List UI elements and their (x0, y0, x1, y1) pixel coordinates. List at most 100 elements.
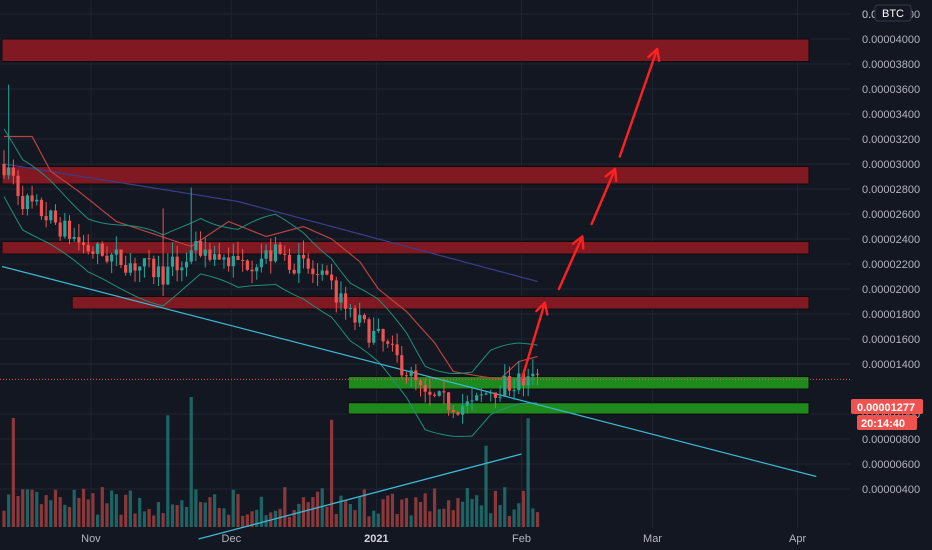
volume-bar (213, 494, 217, 527)
candle-body (198, 241, 203, 256)
candle-body (306, 258, 310, 269)
volume-bar (447, 500, 451, 527)
volume-bar (442, 508, 446, 527)
candle-body (7, 167, 11, 176)
volume-bar (119, 514, 123, 527)
volume-bar (198, 502, 203, 527)
volume-bar (372, 510, 376, 527)
candle-body (447, 392, 451, 410)
volume-bar (142, 511, 146, 527)
price-tick-label: 0.00003600 (862, 84, 920, 96)
projection-arrow (590, 167, 617, 226)
candle-body (311, 268, 315, 275)
candle-body (489, 392, 493, 394)
candle-body (362, 315, 366, 320)
volume-bar (245, 514, 249, 527)
candle-body (334, 280, 338, 303)
candle-body (353, 308, 357, 323)
candle-body (147, 258, 151, 260)
volume-bar (418, 501, 423, 527)
candle-body (189, 250, 193, 262)
unit-button[interactable]: BTC (874, 4, 912, 22)
candle-body (81, 242, 86, 245)
candle-body (166, 266, 170, 285)
volume-bar (25, 489, 29, 527)
volume-bar (521, 490, 526, 527)
volume-bar (376, 513, 380, 527)
candle-body (390, 343, 395, 345)
volume-bar (77, 497, 81, 527)
current-price-badge: 0.00001277 20:14:40 (851, 399, 923, 430)
candle-body (320, 270, 324, 275)
volume-bar (334, 513, 338, 527)
resistance-zone (1, 38, 810, 62)
volume-bar (344, 500, 348, 527)
candle-body (521, 373, 526, 386)
time-tick-label: Apr (789, 533, 806, 545)
price-tick-label: 0.00003200 (862, 134, 920, 146)
volume-bar (110, 490, 114, 527)
volume-bar (217, 508, 221, 527)
volume-bar (133, 513, 137, 527)
candle-body (526, 376, 530, 386)
volume-bar (531, 508, 535, 527)
volume-bar (311, 497, 315, 527)
volume-bar (166, 415, 170, 527)
support-zone (347, 402, 810, 415)
candle-body (297, 254, 301, 274)
volume-bar (58, 497, 62, 527)
volume-bar (147, 509, 151, 527)
volume-bar (404, 498, 409, 527)
candle-body (507, 376, 512, 391)
volume-bar (517, 503, 521, 527)
volume-bar (320, 488, 324, 527)
volume-bar (250, 511, 254, 527)
grid-lines (0, 0, 850, 528)
candle-body (245, 260, 249, 270)
candle-body (35, 199, 39, 202)
volume-bar (353, 510, 357, 527)
candle-body (432, 394, 437, 396)
projection-arrow-head (604, 167, 618, 183)
ma-fast-line (4, 135, 538, 380)
candle-body (315, 274, 320, 276)
time-axis[interactable]: Nov Dec 2021 Feb Mar Apr (81, 533, 806, 545)
candle-body (30, 195, 34, 202)
candle-body (161, 266, 165, 285)
volume-bar (203, 502, 207, 527)
resistance-zone (71, 296, 810, 310)
volume-bar (259, 496, 263, 527)
volume-bar (507, 516, 512, 527)
volume-bar (423, 493, 427, 527)
candle-body (273, 244, 278, 262)
volume-bar (400, 499, 404, 527)
candle-body (418, 380, 423, 385)
volume-bar (161, 513, 165, 527)
candle-body (503, 376, 507, 397)
candle-body (259, 258, 263, 268)
volume-bar (11, 417, 15, 527)
volume-bar (86, 499, 90, 527)
price-tick-label: 0.00004000 (862, 34, 920, 46)
candle-body (231, 255, 235, 267)
resistance-zone (1, 166, 810, 185)
volume-bar (390, 493, 395, 527)
candle-body (184, 261, 189, 268)
projection-arrows[interactable] (520, 47, 661, 382)
trend-lines[interactable] (1, 265, 817, 540)
volume-bar (114, 494, 118, 527)
volume-bar (526, 418, 530, 527)
volume-bar (437, 509, 441, 527)
candle-body (138, 266, 142, 271)
candle-body (86, 244, 90, 252)
volume-bar (465, 488, 469, 527)
candle-body (49, 210, 53, 221)
band-lower-line (3, 196, 538, 437)
volume-bar (414, 497, 418, 527)
volume-bar (339, 495, 343, 527)
price-tick-label: 0.00002200 (862, 259, 920, 271)
candle-body (451, 409, 455, 413)
candle-body (58, 222, 62, 237)
candle-body (128, 263, 132, 273)
